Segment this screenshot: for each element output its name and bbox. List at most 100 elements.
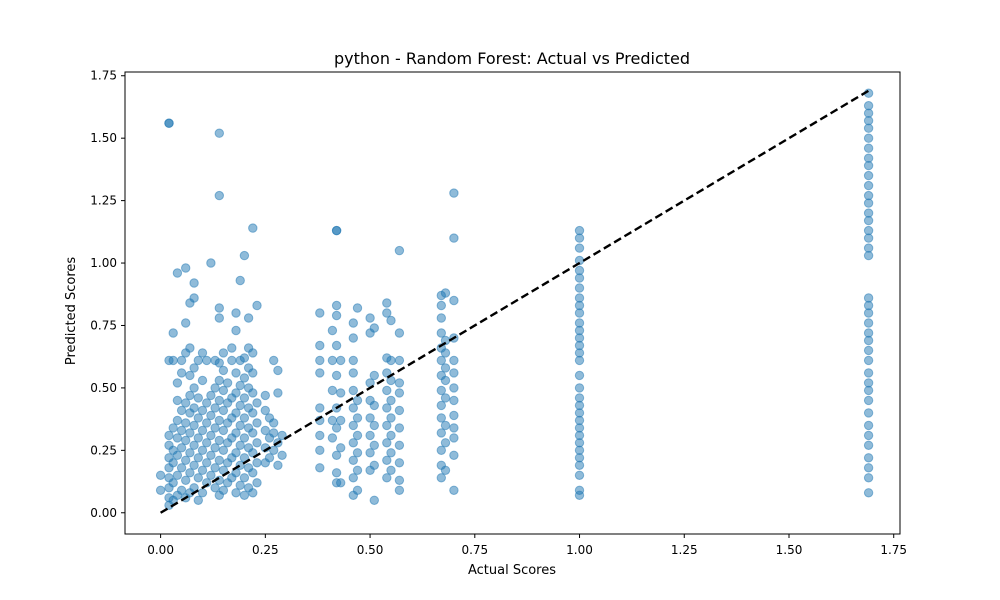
data-point [218,425,229,436]
data-point [863,395,874,406]
data-point [193,495,204,505]
data-point [369,323,379,333]
data-point [218,405,229,416]
data-point [315,368,325,378]
data-point [210,403,220,413]
data-point [315,340,325,351]
data-point [239,353,250,363]
data-point [348,438,358,448]
data-point [172,470,183,480]
x-tick-label: 0.25 [252,543,279,557]
data-point [863,355,874,366]
data-point [574,393,585,403]
data-point [235,400,245,411]
data-point [197,405,208,416]
x-tick-label: 1.25 [671,543,698,557]
data-point [348,318,358,328]
data-point [227,355,237,366]
reference-line [159,89,870,514]
data-point [382,438,392,448]
data-point [189,383,199,393]
data-point [386,448,396,458]
data-point [863,133,874,143]
data-point [336,355,346,366]
data-point [348,355,358,366]
data-point [386,355,396,366]
x-axis-label: Actual Scores [468,563,556,578]
data-point [574,370,585,381]
data-point [352,430,363,441]
data-point [369,495,379,505]
y-tick-label: 1.50 [90,131,117,145]
data-point [394,378,405,388]
data-point [168,328,178,338]
data-point [331,423,342,433]
data-point [235,275,245,286]
data-point [863,453,874,463]
data-point [252,478,262,488]
data-point [206,430,216,441]
data-point [348,385,358,396]
data-point [189,278,199,288]
data-point [252,418,262,428]
data-point [369,370,379,381]
data-point [248,488,258,498]
data-point [239,433,250,443]
data-point [436,385,446,396]
data-point [386,413,396,423]
x-tick-label: 0.00 [147,543,174,557]
data-point [382,385,392,396]
data-point [365,448,375,458]
data-point [210,383,220,393]
chart-title: python - Random Forest: Actual vs Predic… [334,49,690,68]
data-point [863,101,874,111]
data-point [382,308,392,318]
data-point [168,423,178,433]
data-point [352,448,363,458]
y-tick-label: 1.75 [90,69,117,83]
data-point [863,243,874,253]
data-point [863,463,874,473]
data-point [210,483,220,493]
data-point [386,430,396,441]
data-point [202,438,212,448]
data-point [436,328,446,338]
data-point [210,423,220,433]
data-point [863,190,874,201]
data-point [315,463,325,473]
data-point [197,425,208,436]
data-point [436,428,446,438]
x-tick-label: 1.75 [880,543,907,557]
data-point [214,190,225,201]
data-point [352,465,363,475]
data-point [172,268,183,278]
data-point [231,448,241,458]
data-point [863,143,874,153]
data-point [863,378,874,388]
data-point [394,485,405,495]
data-point [436,445,446,455]
data-point [189,293,199,303]
data-point [394,423,405,433]
data-point [348,368,358,378]
data-point [449,485,459,495]
data-point [214,435,225,446]
data-point [336,415,346,426]
data-point [331,225,342,236]
data-point [248,408,258,418]
data-point [863,328,874,338]
data-point [449,188,459,198]
y-tick-label: 0.25 [90,443,117,457]
data-point [193,413,204,423]
y-tick-label: 0.50 [90,381,117,395]
data-point [331,370,342,381]
data-point [231,428,241,438]
data-point [863,368,874,378]
data-point [449,450,459,460]
data-point [863,408,874,418]
data-point [331,468,342,478]
data-point [248,348,258,358]
data-point [214,128,225,138]
data-point [449,433,459,443]
